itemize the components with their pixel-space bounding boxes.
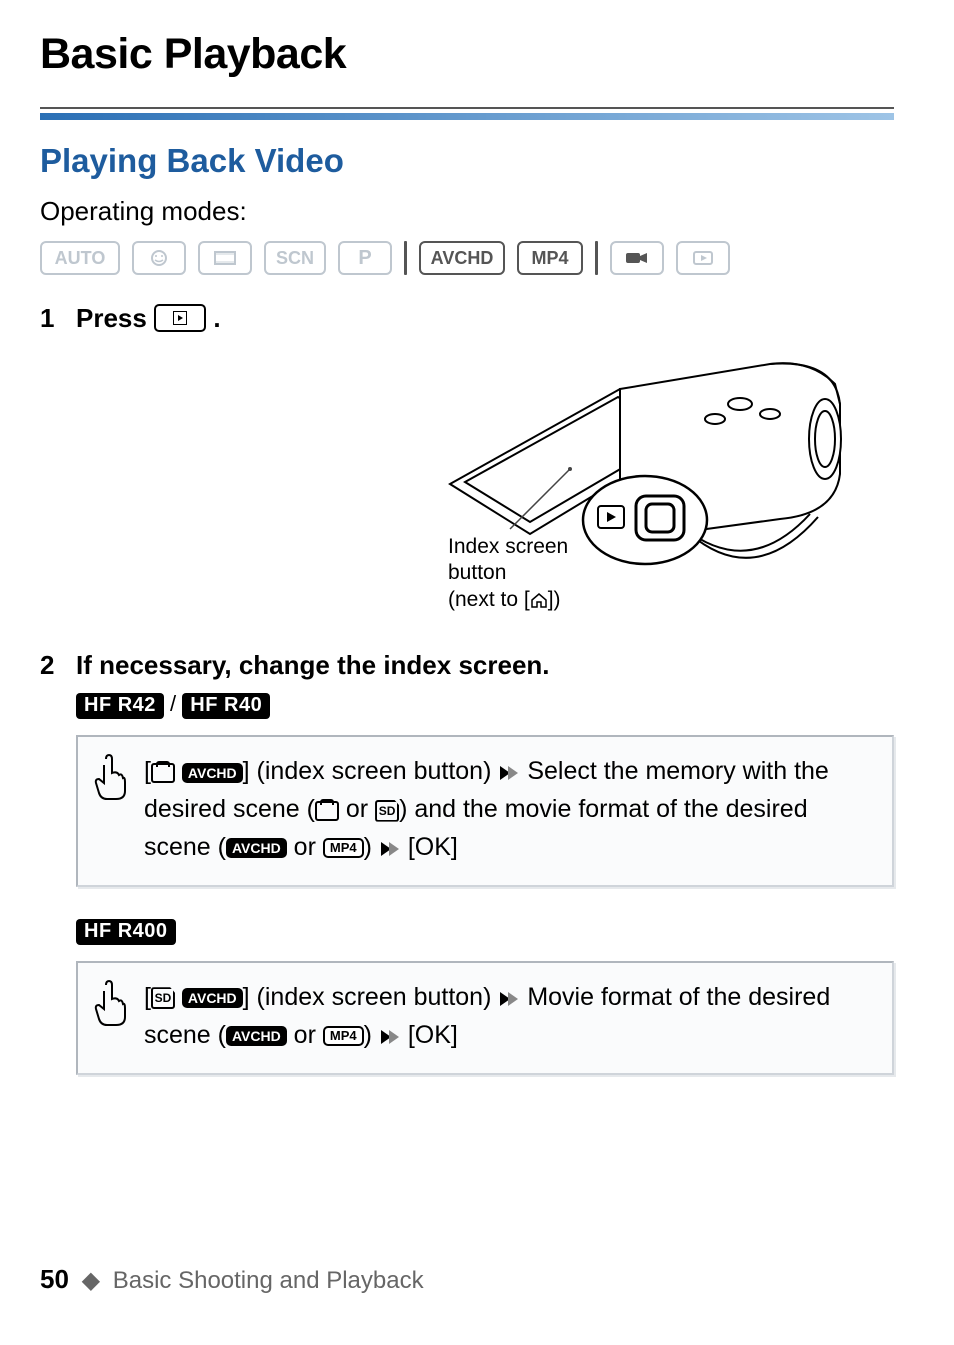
mode-camcorder-icon [610,241,664,275]
sd-card-icon [375,800,399,822]
callout-circle [580,474,710,566]
touch-hand-icon [92,979,132,1055]
touch-text-b: [ AVCHD] (index screen button) Movie for… [144,979,872,1055]
step-number: 2 [40,650,64,681]
model-badge-hfr400: HF R400 [76,919,176,945]
operating-modes-label: Operating modes: [40,196,894,227]
sd-card-icon [151,987,175,1009]
footer-text: Basic Shooting and Playback [113,1267,424,1294]
mode-separator [595,241,598,275]
touch-text-a: [ AVCHD] (index screen button) Select th… [144,753,872,867]
camcorder-button-label: Index screen button (next to []) [448,534,568,613]
section-title: Playing Back Video [40,142,894,180]
model-badge-hfr42: HF R42 [76,693,164,719]
play-button-icon [154,304,206,332]
step1-press: Press [76,303,154,333]
home-icon [530,589,548,605]
mode-separator [404,241,407,275]
cam-label-line3: (next to []) [448,587,568,613]
avchd-pill-icon: AVCHD [226,838,287,858]
mode-auto: AUTO [40,241,120,275]
model-badge-hfr40: HF R40 [182,693,270,719]
avchd-pill-icon: AVCHD [182,763,243,783]
mode-playback-icon [676,241,730,275]
memory-icon [315,801,339,821]
chapter-title: Basic Playback [40,30,894,79]
arrow-icon [498,754,520,792]
camcorder-illustration: Index screen button (next to []) [440,334,894,644]
arrow-icon [498,980,520,1018]
mode-p: P [338,241,392,275]
step2-text: If necessary, change the index screen. [76,650,550,680]
operating-modes-row: AUTO SCN P AVCHD MP4 [40,241,894,275]
page-number: 50 [40,1264,69,1294]
cam-label-line2: button [448,560,568,586]
page-footer: 50 ◆ Basic Shooting and Playback [40,1264,424,1295]
touch-instruction-box-a: [ AVCHD] (index screen button) Select th… [76,735,894,887]
page: COPY Basic Playback Playing Back Video O… [0,0,954,1345]
touch-hand-icon [92,753,132,867]
arrow-icon [379,829,401,867]
step-2: 2 If necessary, change the index screen. [40,650,894,681]
mode-mp4: MP4 [517,241,583,275]
step-1: 1 Press . [40,303,894,334]
arrow-icon [379,1018,401,1056]
avchd-pill-icon: AVCHD [182,988,243,1008]
footer-diamond: ◆ [76,1267,106,1294]
mode-avchd: AVCHD [419,241,505,275]
mp4-pill-icon: MP4 [323,838,364,858]
cam-label-line1: Index screen [448,534,568,560]
model-sep: / [170,691,176,716]
step1-suffix: . [213,303,220,333]
model-badges-row-b: HF R400 [76,917,894,945]
step-number: 1 [40,303,64,334]
mp4-pill-icon: MP4 [323,1026,364,1046]
divider [40,107,894,120]
memory-icon [151,763,175,783]
avchd-pill-icon: AVCHD [226,1026,287,1046]
model-badges-row-a: HF R42 / HF R40 [76,691,894,719]
mode-scn: SCN [264,241,326,275]
mode-cinema-icon [198,241,252,275]
mode-smart-icon [132,241,186,275]
touch-instruction-box-b: [ AVCHD] (index screen button) Movie for… [76,961,894,1075]
